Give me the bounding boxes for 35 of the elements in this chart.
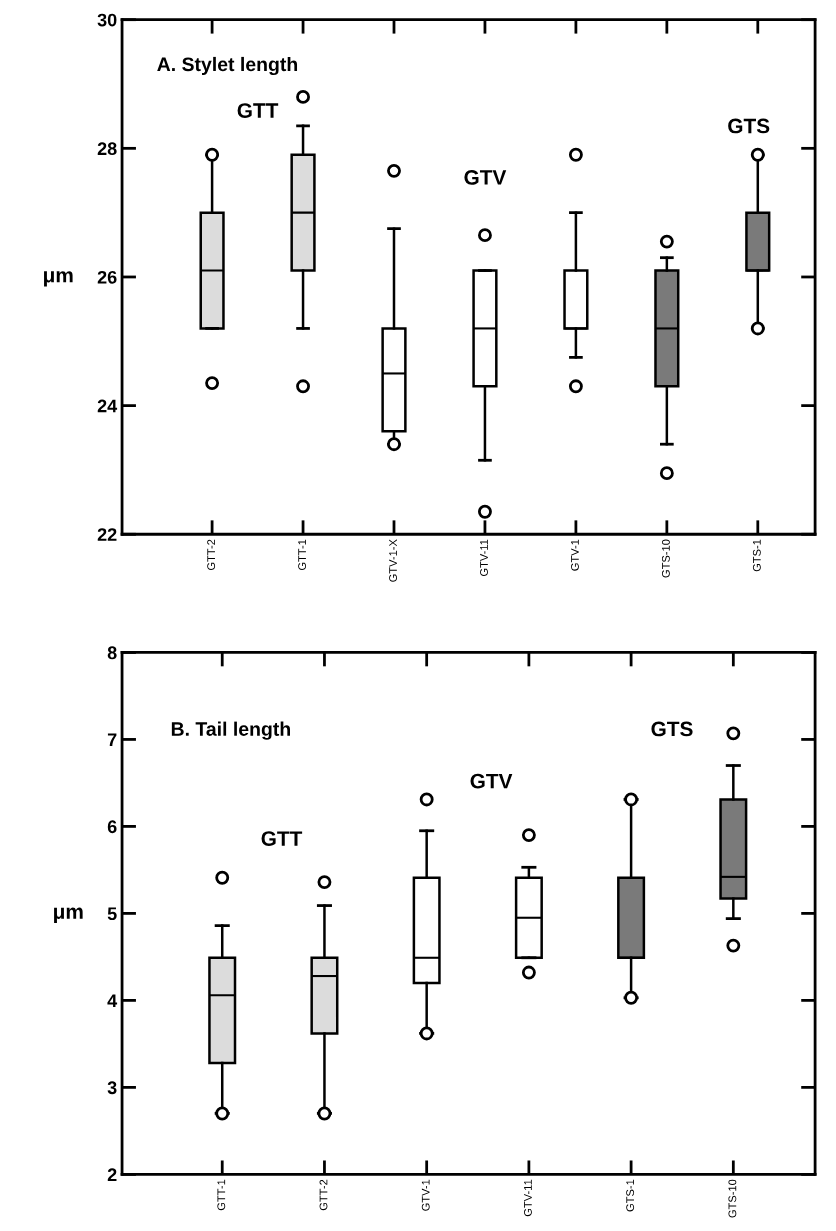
x-tick-label: GTT-2 — [319, 1179, 328, 1211]
y-tick-label: 3 — [107, 1081, 117, 1095]
x-tick-label: GTV-11 — [480, 539, 488, 577]
y-axis-title: μm — [54, 907, 83, 924]
y-tick-label: 22 — [97, 528, 117, 541]
annotation: GTT — [261, 831, 303, 846]
annotation: GTS — [651, 721, 693, 737]
y-tick-label: 7 — [107, 733, 117, 746]
x-tick-label: GTT-2 — [207, 539, 216, 571]
text: B. Tail length — [171, 721, 290, 740]
x-tick-label: GTT-1 — [298, 539, 307, 571]
y-tick-label: 2 — [107, 1168, 117, 1181]
y-tick-label: 4 — [107, 994, 118, 1007]
annotation: GTT — [237, 103, 279, 118]
y-tick-label: 28 — [97, 142, 117, 156]
annotation: GTV — [470, 773, 513, 789]
y-tick-label: 5 — [107, 907, 117, 921]
y-tick-label: 30 — [97, 13, 117, 27]
y-tick-label: 24 — [97, 399, 118, 413]
y-tick-label: 8 — [107, 646, 117, 660]
y-tick-label: 26 — [97, 270, 117, 284]
y-axis-title: μm — [44, 271, 73, 287]
x-tick-label: GTV-1 — [421, 1179, 430, 1211]
x-tick-label: GTS-10 — [728, 1179, 737, 1218]
x-tick-label: GTS-1 — [752, 539, 761, 572]
x-tick-label: GTV-1 — [571, 539, 579, 571]
x-tick-label: GTS-1 — [626, 1179, 635, 1212]
annotation: GTS — [728, 118, 770, 134]
text: A. Stylet length — [157, 56, 298, 76]
x-tick-label: GTV-11 — [524, 1179, 532, 1217]
x-tick-label: GTS-10 — [661, 539, 670, 578]
x-tick-label: GTT-1 — [217, 1179, 226, 1211]
x-tick-label: GTV-1-X — [389, 539, 397, 582]
annotation: GTV — [464, 170, 507, 185]
y-tick-label: 6 — [107, 820, 117, 834]
